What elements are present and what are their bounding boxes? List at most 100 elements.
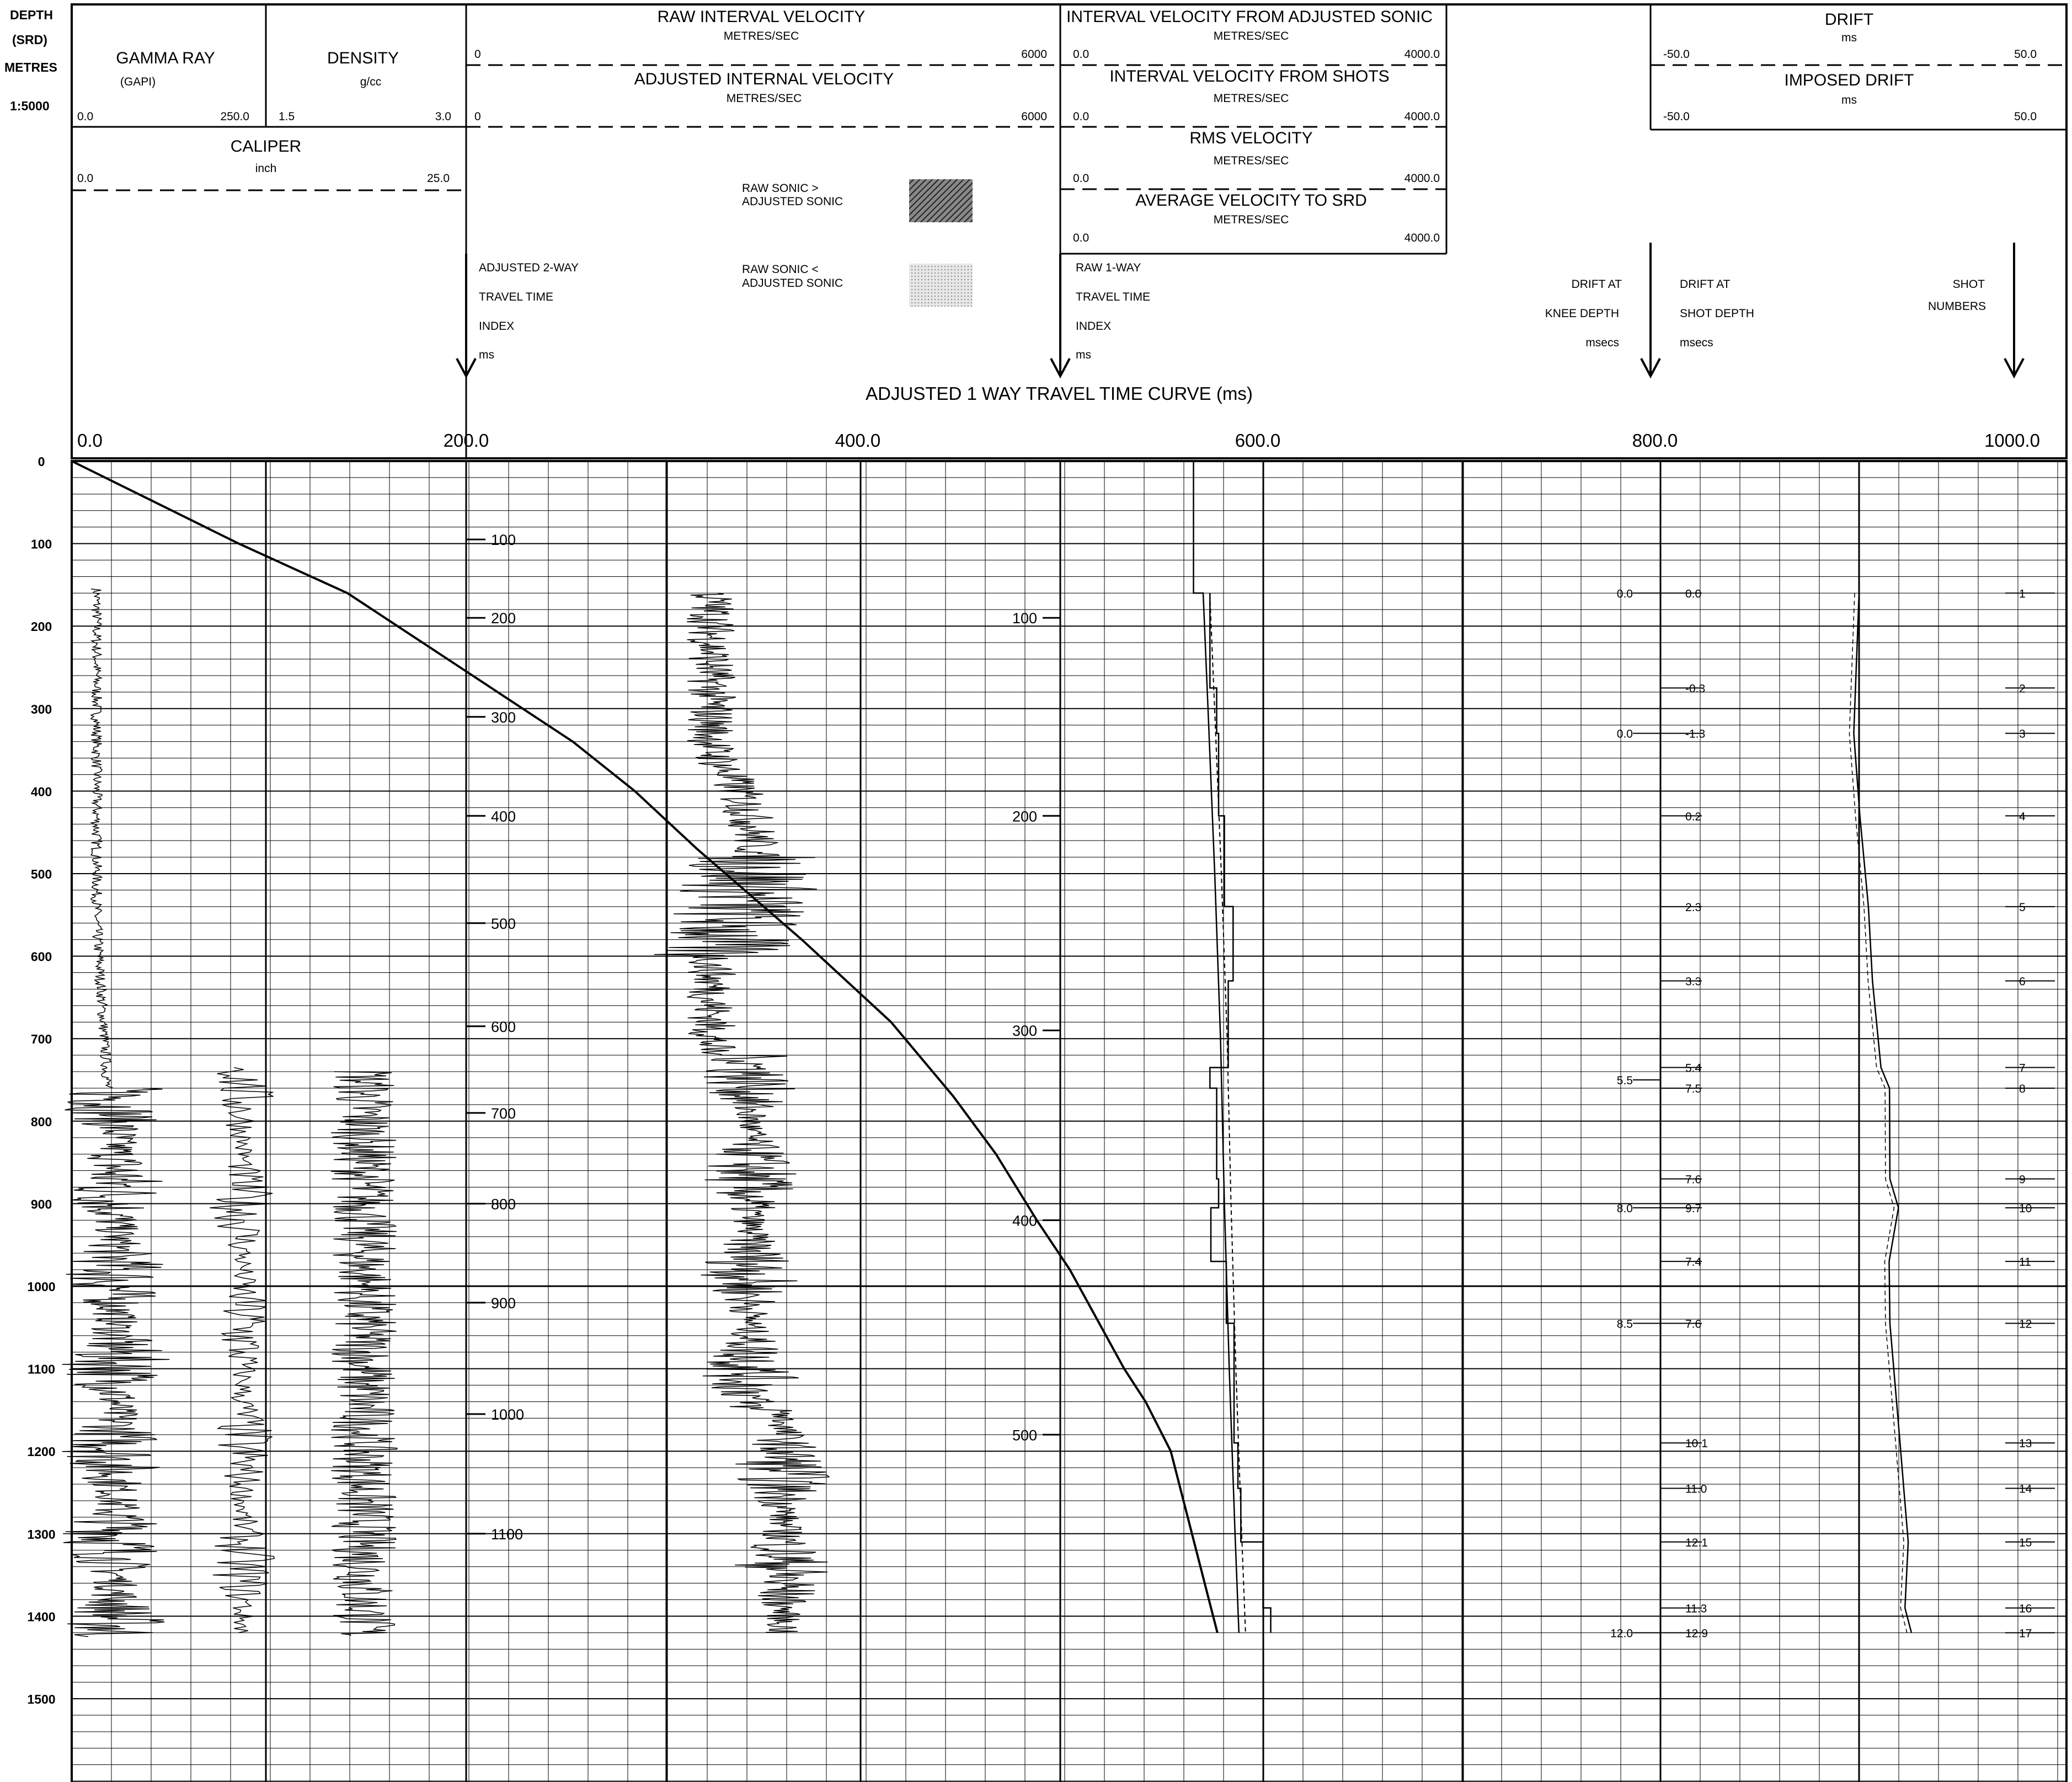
density-header: DENSITY g/cc 1.5 3.0	[279, 49, 451, 123]
one-way-index-label: 100	[1012, 610, 1037, 627]
adjusted-2way-header: ADJUSTED 2-WAY TRAVEL TIME INDEX ms	[479, 261, 579, 361]
drift-max: 50.0	[2014, 48, 2037, 61]
rms-unit: METRES/SEC	[1214, 154, 1289, 167]
shot-drift-label: -0.3	[1685, 682, 1705, 695]
one-way-index-label: 300	[1012, 1023, 1037, 1039]
header-frame	[71, 3, 2068, 459]
one-way-index-label: 500	[1012, 1427, 1037, 1443]
raw-velocity-trace	[701, 1055, 830, 1633]
shot-number-label: 7	[2019, 1062, 2026, 1075]
shot-number-label: 16	[2019, 1602, 2032, 1615]
avg-max: 4000.0	[1405, 232, 1440, 244]
time-tick-800: 800.0	[1632, 430, 1678, 451]
caliper-unit: inch	[255, 162, 277, 175]
depth-tick-label: 0	[38, 454, 45, 469]
shot-drift-label: 3.3	[1685, 975, 1701, 988]
shot-drift-label: -1.3	[1685, 728, 1705, 741]
ivs-max: 4000.0	[1405, 110, 1440, 123]
two-way-index-label: 600	[491, 1019, 516, 1035]
rms-max: 4000.0	[1405, 172, 1440, 185]
raw1way-line4: ms	[1076, 349, 1091, 361]
shot-numbers-line1: SHOT	[1953, 278, 1985, 291]
shot-number-label: 2	[2019, 682, 2026, 695]
shot-number-label: 5	[2019, 901, 2026, 914]
shot-drift-label: 9.7	[1685, 1202, 1701, 1215]
shot-number-label: 10	[2019, 1202, 2032, 1215]
drift-shot-line2: SHOT DEPTH	[1680, 307, 1754, 320]
sonic-legend: RAW SONIC > ADJUSTED SONIC RAW SONIC < A…	[742, 179, 973, 307]
depth-tick-label: 900	[31, 1197, 52, 1211]
adj2way-line3: INDEX	[479, 320, 514, 333]
depth-tick-label: 200	[31, 619, 52, 634]
two-way-index-label: 100	[491, 532, 516, 548]
header-arrows	[456, 243, 2025, 379]
density-unit: g/cc	[360, 76, 382, 88]
raw1way-line3: INDEX	[1076, 320, 1111, 333]
caliper-trace	[210, 1067, 275, 1634]
depth-header: DEPTH (SRD) METRES 1:5000	[4, 8, 57, 113]
ivas-title: INTERVAL VELOCITY FROM ADJUSTED SONIC	[1066, 8, 1433, 26]
average-velocity-line	[1193, 461, 1240, 1633]
rms-velocity-line	[1209, 593, 1246, 1633]
two-way-index-label: 200	[491, 610, 516, 627]
ivs-title: INTERVAL VELOCITY FROM SHOTS	[1109, 67, 1389, 85]
shot-drift-label: 7.6	[1685, 1174, 1701, 1186]
one-way-index-label: 200	[1012, 808, 1037, 825]
raw-1way-header: RAW 1-WAY TRAVEL TIME INDEX ms	[1076, 261, 1150, 361]
adj2way-line2: TRAVEL TIME	[479, 291, 553, 303]
srd-label: (SRD)	[12, 33, 47, 47]
rms-min: 0.0	[1073, 172, 1089, 185]
drift-curve	[1853, 593, 1913, 1633]
shot-number-label: 1	[2019, 587, 2026, 600]
scale-label: 1:5000	[10, 99, 50, 113]
raw-interval-velocity-max: 6000	[1021, 48, 1047, 61]
raw-interval-velocity-min: 0	[474, 48, 481, 61]
shot-number-label: 3	[2019, 728, 2026, 741]
adjusted-internal-velocity-max: 6000	[1021, 110, 1047, 123]
curve-title: ADJUSTED 1 WAY TRAVEL TIME CURVE (ms)	[866, 383, 1253, 404]
shot-drift-label: 5.4	[1685, 1062, 1702, 1075]
imposed-drift-curve	[1849, 593, 1908, 1633]
drift-shot-line1: DRIFT AT	[1680, 278, 1731, 291]
two-way-index-label: 700	[491, 1105, 516, 1122]
drift-title: DRIFT	[1825, 10, 1873, 29]
knee-drift-label: 8.0	[1617, 1202, 1633, 1215]
knee-drift-label: 8.5	[1617, 1318, 1633, 1330]
arrow-knee-icon	[1640, 243, 1661, 379]
shot-number-label: 13	[2019, 1437, 2032, 1450]
gamma-ray-trace	[89, 588, 113, 1088]
shot-drift-label: 12.9	[1685, 1627, 1708, 1640]
depth-tick-label: 1100	[28, 1362, 55, 1377]
chart-marks: 1002003004005006007008009001000110010020…	[71, 460, 2055, 1640]
drift-shot-header: DRIFT AT SHOT DEPTH msecs	[1680, 278, 1754, 349]
knee-drift-label: 5.5	[1617, 1074, 1633, 1087]
raw1way-line2: TRAVEL TIME	[1076, 291, 1150, 303]
depth-tick-label: 700	[31, 1032, 52, 1046]
shot-drift-label: 2.3	[1685, 901, 1701, 914]
legend-raw-lt-line1: RAW SONIC <	[742, 263, 819, 276]
arrow-shot-icon	[2004, 243, 2025, 379]
drift-unit: ms	[1841, 31, 1857, 44]
time-tick-0: 0.0	[77, 430, 103, 451]
two-way-index-label: 900	[491, 1295, 516, 1312]
shot-numbers-line2: NUMBERS	[1928, 300, 1986, 313]
two-way-index-label: 800	[491, 1196, 516, 1212]
shot-drift-label: 7.6	[1685, 1318, 1701, 1330]
time-tick-200: 200.0	[444, 430, 489, 451]
log-traces	[62, 588, 830, 1637]
drift-shot-line3: msecs	[1680, 336, 1713, 349]
gamma-ray-min: 0.0	[77, 110, 93, 123]
depth-grid: 0100200300400500600700800900100011001200…	[27, 454, 2068, 1782]
depth-label: DEPTH	[10, 8, 53, 22]
two-way-index-label: 1000	[491, 1406, 524, 1423]
gamma-ray-max: 250.0	[220, 110, 249, 123]
adjusted-internal-velocity-min: 0	[474, 110, 481, 123]
depth-tick-label: 500	[31, 867, 52, 881]
shot-drift-label: 7.5	[1685, 1083, 1701, 1095]
shot-number-label: 11	[2019, 1256, 2031, 1269]
shot-number-label: 17	[2019, 1627, 2032, 1640]
travel-time-curve	[71, 460, 1219, 1633]
imposed-drift-title: IMPOSED DRIFT	[1784, 71, 1914, 89]
avg-unit: METRES/SEC	[1214, 213, 1289, 226]
